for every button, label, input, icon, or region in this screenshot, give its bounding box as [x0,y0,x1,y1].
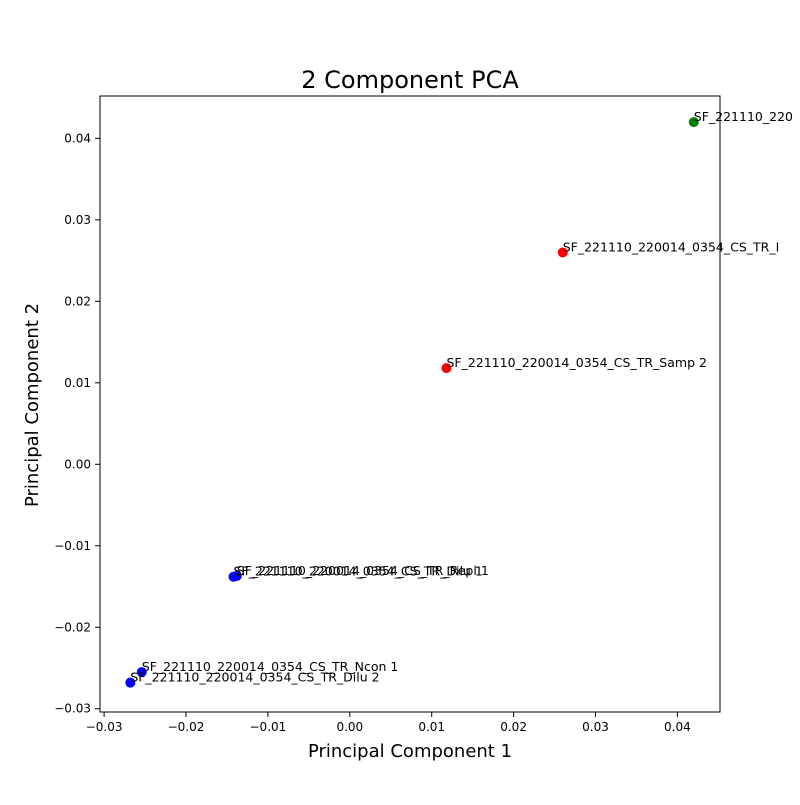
x-tick-label: 0.04 [664,720,691,734]
y-tick-label: −0.01 [54,539,91,553]
point-label: SF_221110_220014_0354_CS_TR_Repl 1 [237,563,489,578]
plot-area: −0.03 −0.02 −0.01 0.00 0.01 0.02 0.03 0.04 −0.03… [54,95,793,734]
y-tick-label: 0.04 [64,131,91,145]
point-label: SF_221110_220014_0354_CS_TR_I [563,239,780,254]
x-tick-label: 0.03 [582,720,609,734]
data-point [228,571,239,582]
x-tick-label: −0.02 [168,720,205,734]
y-tick-label: −0.03 [54,702,91,716]
point-label: SF_221110_220014_0354_CS_TR_Ncon 1 [142,659,399,674]
y-axis-label: Principal Component 2 [22,303,43,507]
point-label: SF_221110_220014_0354_CS_TR_Dilu 1 [234,564,483,579]
point-label: SF_221110_220014_0354_CS_TR_Samp 2 [446,355,707,370]
data-point [136,667,147,678]
plot-frame [99,95,721,713]
x-tick-label: 0.02 [500,720,527,734]
y-tick-label: 0.01 [64,376,91,390]
x-tick-label: −0.01 [250,720,287,734]
x-tick-label: −0.03 [86,720,123,734]
y-tick-label: 0.00 [64,457,91,471]
data-point [557,247,568,258]
data-point [441,363,452,374]
data-point [688,117,699,128]
point-label: SF_221110_220014_0354_CS_TR_Dilu 2 [130,670,379,685]
chart-title: 2 Component PCA [301,66,519,94]
y-tick-label: 0.03 [64,213,91,227]
x-tick-label: 0.00 [336,720,363,734]
point-label: SF_221110_220 [694,109,793,124]
data-point [125,677,136,688]
x-axis-label: Principal Component 1 [308,741,512,762]
y-tick-label: −0.02 [54,620,91,634]
y-tick-label: 0.02 [64,294,91,308]
x-tick-label: 0.01 [418,720,445,734]
